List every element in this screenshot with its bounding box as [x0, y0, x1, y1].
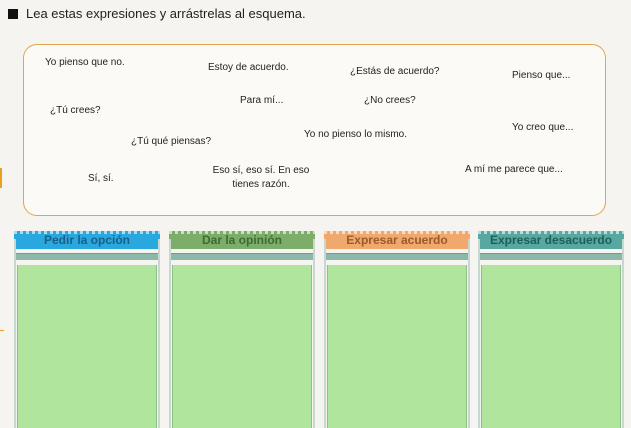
column-rail [14, 239, 16, 428]
expression-item[interactable]: Para mí... [240, 95, 284, 106]
column-header: Dar la opinión [169, 231, 315, 249]
expression-item[interactable]: Sí, sí. [88, 173, 114, 184]
dropzone-pedir-opcion[interactable] [17, 265, 157, 428]
expression-item[interactable]: ¿Tú crees? [50, 105, 101, 116]
column-header: Expresar acuerdo [324, 231, 470, 249]
column-rail [478, 239, 480, 428]
column-header: Expresar desacuerdo [478, 231, 624, 249]
instruction: Lea estas expresiones y arrástrelas al e… [8, 6, 306, 21]
expression-item[interactable]: Yo pienso que no. [45, 57, 125, 68]
column-rail [622, 239, 624, 428]
column-subbar [324, 253, 470, 260]
dropzone-expresar-acuerdo[interactable] [327, 265, 467, 428]
column-header: Pedir la opción [14, 231, 160, 249]
expression-item[interactable]: ¿Estás de acuerdo? [350, 66, 440, 77]
dropzone-dar-opinion[interactable] [172, 265, 312, 428]
column-rail [169, 239, 171, 428]
side-marker-small [0, 330, 4, 331]
column-expresar-acuerdo: Expresar acuerdo [324, 231, 470, 428]
dropzone-expresar-desacuerdo[interactable] [481, 265, 621, 428]
column-subbar [478, 253, 624, 260]
expression-item[interactable]: A mí me parece que... [465, 164, 563, 175]
bullet-square-icon [8, 8, 18, 19]
column-rail [313, 239, 315, 428]
side-marker [0, 168, 2, 188]
expression-item[interactable]: Pienso que... [512, 70, 571, 81]
expression-item[interactable]: Estoy de acuerdo. [208, 62, 289, 73]
instruction-text: Lea estas expresiones y arrástrelas al e… [26, 6, 306, 21]
column-subbar [169, 253, 315, 260]
expressions-box: Yo pienso que no. Estoy de acuerdo. ¿Est… [23, 44, 606, 216]
expression-item[interactable]: Yo creo que... [512, 122, 574, 133]
column-rail [324, 239, 326, 428]
column-expresar-desacuerdo: Expresar desacuerdo [478, 231, 624, 428]
expression-item[interactable]: Eso sí, eso sí. En eso tienes razón. [212, 165, 310, 190]
expression-item[interactable]: ¿No crees? [364, 95, 416, 106]
column-rail [468, 239, 470, 428]
column-rail [158, 239, 160, 428]
column-dar-opinion: Dar la opinión [169, 231, 315, 428]
expression-item[interactable]: Yo no pienso lo mismo. [304, 129, 408, 140]
scheme-columns: Pedir la opción Dar la opinión Expresar … [14, 231, 624, 428]
expression-item[interactable]: ¿Tú qué piensas? [131, 136, 212, 147]
column-pedir-opcion: Pedir la opción [14, 231, 160, 428]
column-subbar [14, 253, 160, 260]
